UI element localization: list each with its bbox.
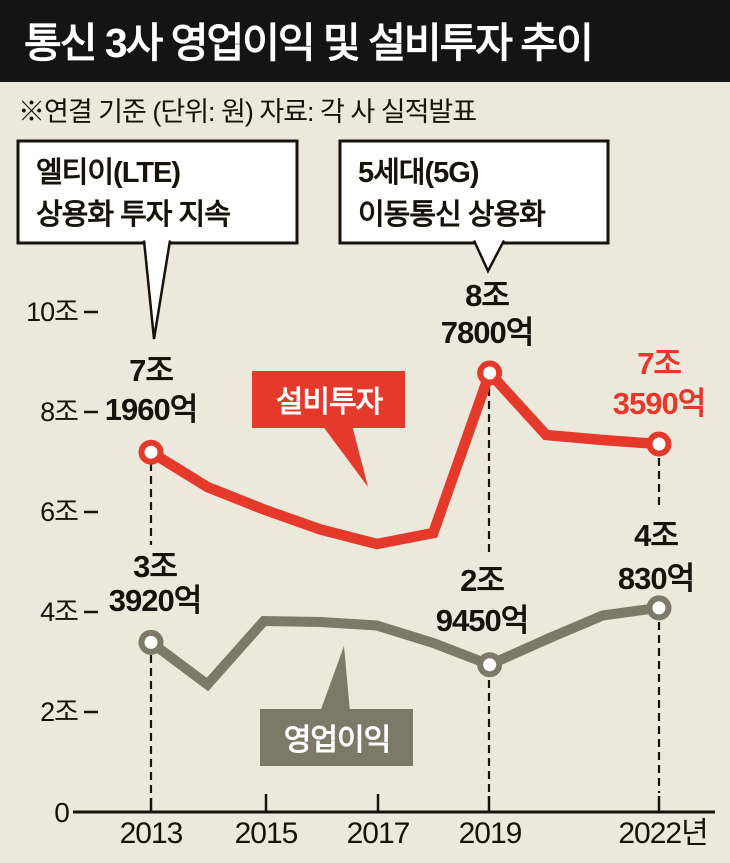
capex-2013-label-l1: 7조 — [129, 353, 173, 388]
capex-2019-label-l2: 7800억 — [441, 315, 533, 350]
title-bar: 통신 3사 영업이익 및 설비투자 추이 — [0, 0, 730, 82]
capex-line — [148, 362, 660, 550]
y-tick-label-4: 4조 — [40, 597, 78, 627]
x-tick-label-2015: 2015 — [235, 817, 298, 850]
y-tick-label-10: 10조 — [26, 297, 78, 327]
capex-2013-label-l2: 1960억 — [105, 392, 197, 427]
x-tick-label-2019: 2019 — [459, 817, 522, 850]
lte-callout: 엘티이(LTE) 상용화 투자 지속 — [16, 139, 299, 340]
g5-callout-line2: 이동통신 상용화 — [358, 198, 546, 231]
guide-lines — [149, 388, 661, 795]
capex-2022-label-l1: 7조 — [637, 346, 681, 381]
profit-series-tag: 영업이익 — [260, 646, 413, 766]
point-value-labels: 7조 1960억 8조 7800억 7조 3590억 3조 3920억 2조 9… — [105, 278, 706, 638]
capex-2019-label-l1: 8조 — [465, 278, 509, 313]
profit-2013-label-l2: 3920억 — [109, 583, 201, 618]
data-point-marker-2013 — [138, 629, 164, 655]
series-lines — [148, 362, 660, 692]
profit-line — [148, 602, 660, 692]
capex-tag-label: 설비투자 — [276, 386, 384, 419]
profit-2019-label-l1: 2조 — [460, 563, 504, 598]
profit-tag-pointer — [320, 646, 350, 712]
profit-2022-label-l2: 830억 — [618, 561, 694, 596]
profit-2019-label-l2: 9450억 — [436, 603, 528, 638]
page-title: 통신 3사 영업이익 및 설비투자 추이 — [24, 20, 594, 66]
lte-callout-line2: 상용화 투자 지속 — [36, 198, 230, 231]
data-point-marker-2022 — [646, 595, 672, 621]
capex-2022-label-l2: 3590억 — [613, 386, 705, 421]
profit-tag-label: 영업이익 — [284, 724, 390, 757]
y-tick-label-2: 2조 — [40, 697, 78, 727]
x-tick-label-2022: 2022년 — [618, 817, 707, 850]
capex-markers — [138, 360, 672, 465]
y-tick-label-8: 8조 — [40, 397, 78, 427]
g5-callout-pointer — [472, 239, 506, 274]
x-tick-label-2017: 2017 — [347, 817, 410, 850]
y-tick-label-6: 6조 — [40, 497, 78, 527]
lte-callout-pointer — [142, 240, 172, 340]
profit-tag-box — [260, 709, 413, 766]
profit-2022-label-l1: 4조 — [634, 518, 678, 553]
y-axis: 10조 8조 6조 4조 2조 0 — [26, 297, 98, 828]
g5-callout: 5세대(5G) 이동통신 상용화 — [338, 139, 610, 274]
lte-callout-box — [16, 139, 299, 245]
x-axis: 2013 2015 2017 2019 2022년 — [73, 794, 715, 850]
data-point-marker-2013 — [138, 439, 164, 465]
capex-tag-pointer — [322, 425, 368, 487]
chart-source-note: ※연결 기준 (단위: 원) 자료: 각 사 실적발표 — [18, 97, 477, 127]
g5-callout-box — [338, 139, 610, 245]
y-zero-label: 0 — [54, 797, 70, 828]
lte-callout-line1: 엘티이(LTE) — [36, 156, 180, 189]
data-point-marker-2022 — [646, 431, 672, 457]
profit-markers — [138, 595, 672, 678]
data-point-marker-2019 — [477, 652, 503, 678]
capex-series-tag: 설비투자 — [252, 371, 405, 487]
data-point-marker-2019 — [477, 360, 503, 386]
x-tick-label-2013: 2013 — [120, 817, 183, 850]
g5-callout-line1: 5세대(5G) — [358, 156, 479, 189]
profit-2013-label-l1: 3조 — [133, 549, 177, 584]
capex-tag-box — [252, 371, 405, 428]
